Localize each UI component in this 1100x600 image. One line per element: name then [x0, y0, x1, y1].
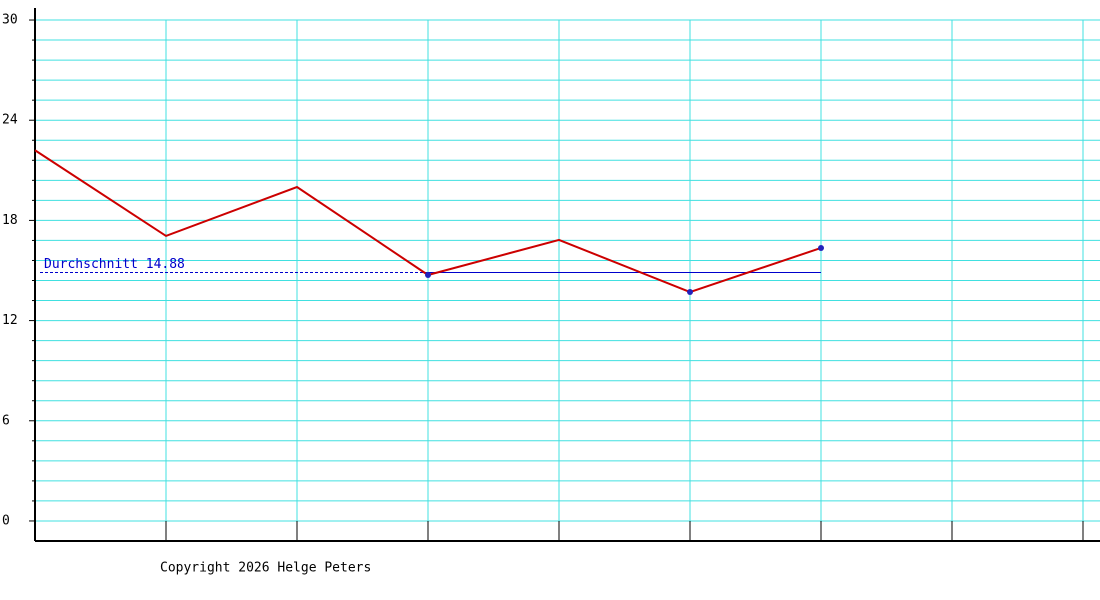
y-tick-label: 6	[2, 413, 10, 428]
y-tick-label: 24	[2, 113, 18, 128]
y-tick-label: 12	[2, 313, 18, 328]
point-marker	[687, 289, 693, 296]
point-marker	[425, 272, 431, 279]
average-label: Durchschnitt 14.88	[44, 257, 185, 272]
point-marker	[818, 244, 824, 251]
y-tick-label: 30	[2, 13, 18, 28]
footer: Copyright 2026 Helge Peters	[160, 561, 371, 576]
y-tick-label: 18	[2, 213, 18, 228]
y-tick-label: 0	[2, 513, 10, 528]
